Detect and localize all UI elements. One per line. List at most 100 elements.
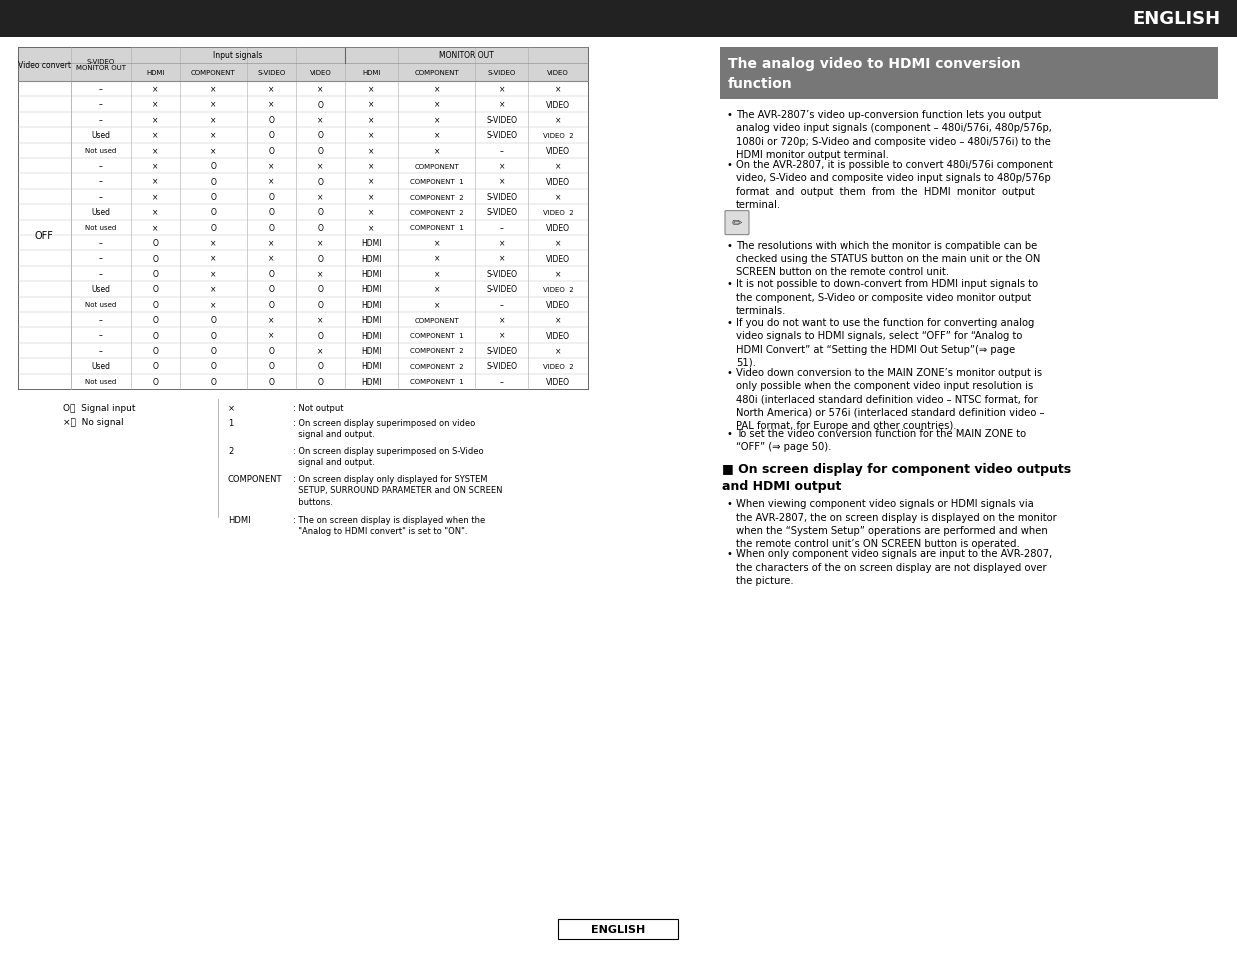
Text: –: – bbox=[500, 300, 503, 310]
Text: ×: × bbox=[369, 177, 375, 187]
Text: ×：  No signal: ×： No signal bbox=[63, 417, 124, 427]
Text: HDMI: HDMI bbox=[146, 70, 165, 76]
Text: HDMI: HDMI bbox=[361, 362, 382, 371]
Text: ×: × bbox=[210, 85, 216, 94]
Text: •: • bbox=[726, 160, 732, 170]
Text: S-VIDEO: S-VIDEO bbox=[486, 285, 517, 294]
Text: ×: × bbox=[152, 224, 158, 233]
Text: ×: × bbox=[152, 132, 158, 140]
Text: O: O bbox=[210, 315, 216, 325]
Text: ×: × bbox=[268, 239, 275, 248]
Text: ×: × bbox=[433, 285, 440, 294]
Text: ×: × bbox=[210, 147, 216, 155]
Text: –: – bbox=[99, 254, 103, 263]
Text: O: O bbox=[318, 177, 324, 187]
Text: –: – bbox=[99, 332, 103, 340]
Text: HDMI: HDMI bbox=[361, 285, 382, 294]
Text: O: O bbox=[318, 332, 324, 340]
Text: COMPONENT: COMPONENT bbox=[414, 70, 459, 76]
Text: COMPONENT: COMPONENT bbox=[190, 70, 236, 76]
Text: O: O bbox=[210, 177, 216, 187]
Text: ×: × bbox=[555, 116, 562, 125]
Text: •: • bbox=[726, 367, 732, 377]
Text: HDMI: HDMI bbox=[361, 254, 382, 263]
Text: O: O bbox=[318, 377, 324, 386]
Text: Input signals: Input signals bbox=[213, 51, 262, 60]
Text: VIDEO: VIDEO bbox=[547, 70, 569, 76]
Text: 2: 2 bbox=[228, 447, 234, 456]
Text: –: – bbox=[99, 116, 103, 125]
Text: ×: × bbox=[433, 147, 440, 155]
Text: S-VIDEO: S-VIDEO bbox=[486, 270, 517, 278]
Text: Video down conversion to the MAIN ZONE’s monitor output is
only possible when th: Video down conversion to the MAIN ZONE’s… bbox=[736, 367, 1044, 431]
Text: •: • bbox=[726, 279, 732, 289]
Text: ×: × bbox=[210, 132, 216, 140]
Text: ×: × bbox=[268, 177, 275, 187]
Text: VIDEO: VIDEO bbox=[546, 332, 570, 340]
Text: ×: × bbox=[318, 270, 324, 278]
Text: ×: × bbox=[268, 100, 275, 110]
Text: O: O bbox=[210, 193, 216, 202]
Text: VIDEO: VIDEO bbox=[546, 177, 570, 187]
Text: O: O bbox=[268, 347, 275, 355]
Text: O: O bbox=[318, 362, 324, 371]
Text: ENGLISH: ENGLISH bbox=[1132, 10, 1220, 28]
Text: Not used: Not used bbox=[85, 148, 116, 154]
Text: : On screen display superimposed on video
  signal and output.: : On screen display superimposed on vide… bbox=[293, 418, 475, 439]
Text: COMPONENT  1: COMPONENT 1 bbox=[409, 225, 464, 231]
Text: –: – bbox=[99, 315, 103, 325]
Text: O: O bbox=[268, 362, 275, 371]
Text: ×: × bbox=[369, 100, 375, 110]
Text: S-VIDEO: S-VIDEO bbox=[486, 208, 517, 217]
FancyBboxPatch shape bbox=[725, 212, 748, 235]
Text: Not used: Not used bbox=[85, 379, 116, 385]
Text: ×: × bbox=[268, 162, 275, 171]
Text: VIDEO: VIDEO bbox=[546, 377, 570, 386]
Text: –: – bbox=[99, 239, 103, 248]
Text: O: O bbox=[152, 315, 158, 325]
Text: VIDEO  2: VIDEO 2 bbox=[543, 287, 574, 293]
Text: ×: × bbox=[210, 239, 216, 248]
FancyBboxPatch shape bbox=[19, 48, 588, 82]
Text: ×: × bbox=[210, 254, 216, 263]
FancyBboxPatch shape bbox=[0, 0, 1237, 38]
Text: O: O bbox=[318, 224, 324, 233]
Text: ×: × bbox=[152, 85, 158, 94]
Text: O: O bbox=[152, 254, 158, 263]
Text: ×: × bbox=[499, 239, 505, 248]
Text: O: O bbox=[318, 208, 324, 217]
Text: O: O bbox=[318, 100, 324, 110]
Text: ×: × bbox=[499, 85, 505, 94]
Text: Not used: Not used bbox=[85, 302, 116, 308]
Text: O: O bbox=[210, 347, 216, 355]
Text: ×: × bbox=[499, 254, 505, 263]
Text: ×: × bbox=[433, 239, 440, 248]
Text: ×: × bbox=[318, 85, 324, 94]
Text: •: • bbox=[726, 428, 732, 438]
Text: VIDEO: VIDEO bbox=[546, 254, 570, 263]
Text: ×: × bbox=[210, 116, 216, 125]
Text: ×: × bbox=[210, 270, 216, 278]
Text: ×: × bbox=[369, 147, 375, 155]
Text: O: O bbox=[268, 193, 275, 202]
Text: S-VIDEO: S-VIDEO bbox=[486, 347, 517, 355]
FancyBboxPatch shape bbox=[558, 919, 678, 939]
Text: : On screen display superimposed on S-Video
  signal and output.: : On screen display superimposed on S-Vi… bbox=[293, 447, 484, 467]
Text: OFF: OFF bbox=[35, 231, 54, 241]
Text: O: O bbox=[268, 116, 275, 125]
Text: ×: × bbox=[555, 162, 562, 171]
Text: ×: × bbox=[210, 285, 216, 294]
Text: O: O bbox=[268, 132, 275, 140]
Text: –: – bbox=[99, 162, 103, 171]
Text: ×: × bbox=[369, 193, 375, 202]
Text: O: O bbox=[318, 147, 324, 155]
Text: •: • bbox=[726, 498, 732, 509]
Text: HDMI: HDMI bbox=[361, 315, 382, 325]
Text: ×: × bbox=[555, 239, 562, 248]
Text: Used: Used bbox=[92, 362, 110, 371]
Text: ×: × bbox=[369, 132, 375, 140]
Text: O: O bbox=[268, 300, 275, 310]
Text: ×: × bbox=[499, 100, 505, 110]
Text: O: O bbox=[268, 377, 275, 386]
Text: ×: × bbox=[210, 300, 216, 310]
